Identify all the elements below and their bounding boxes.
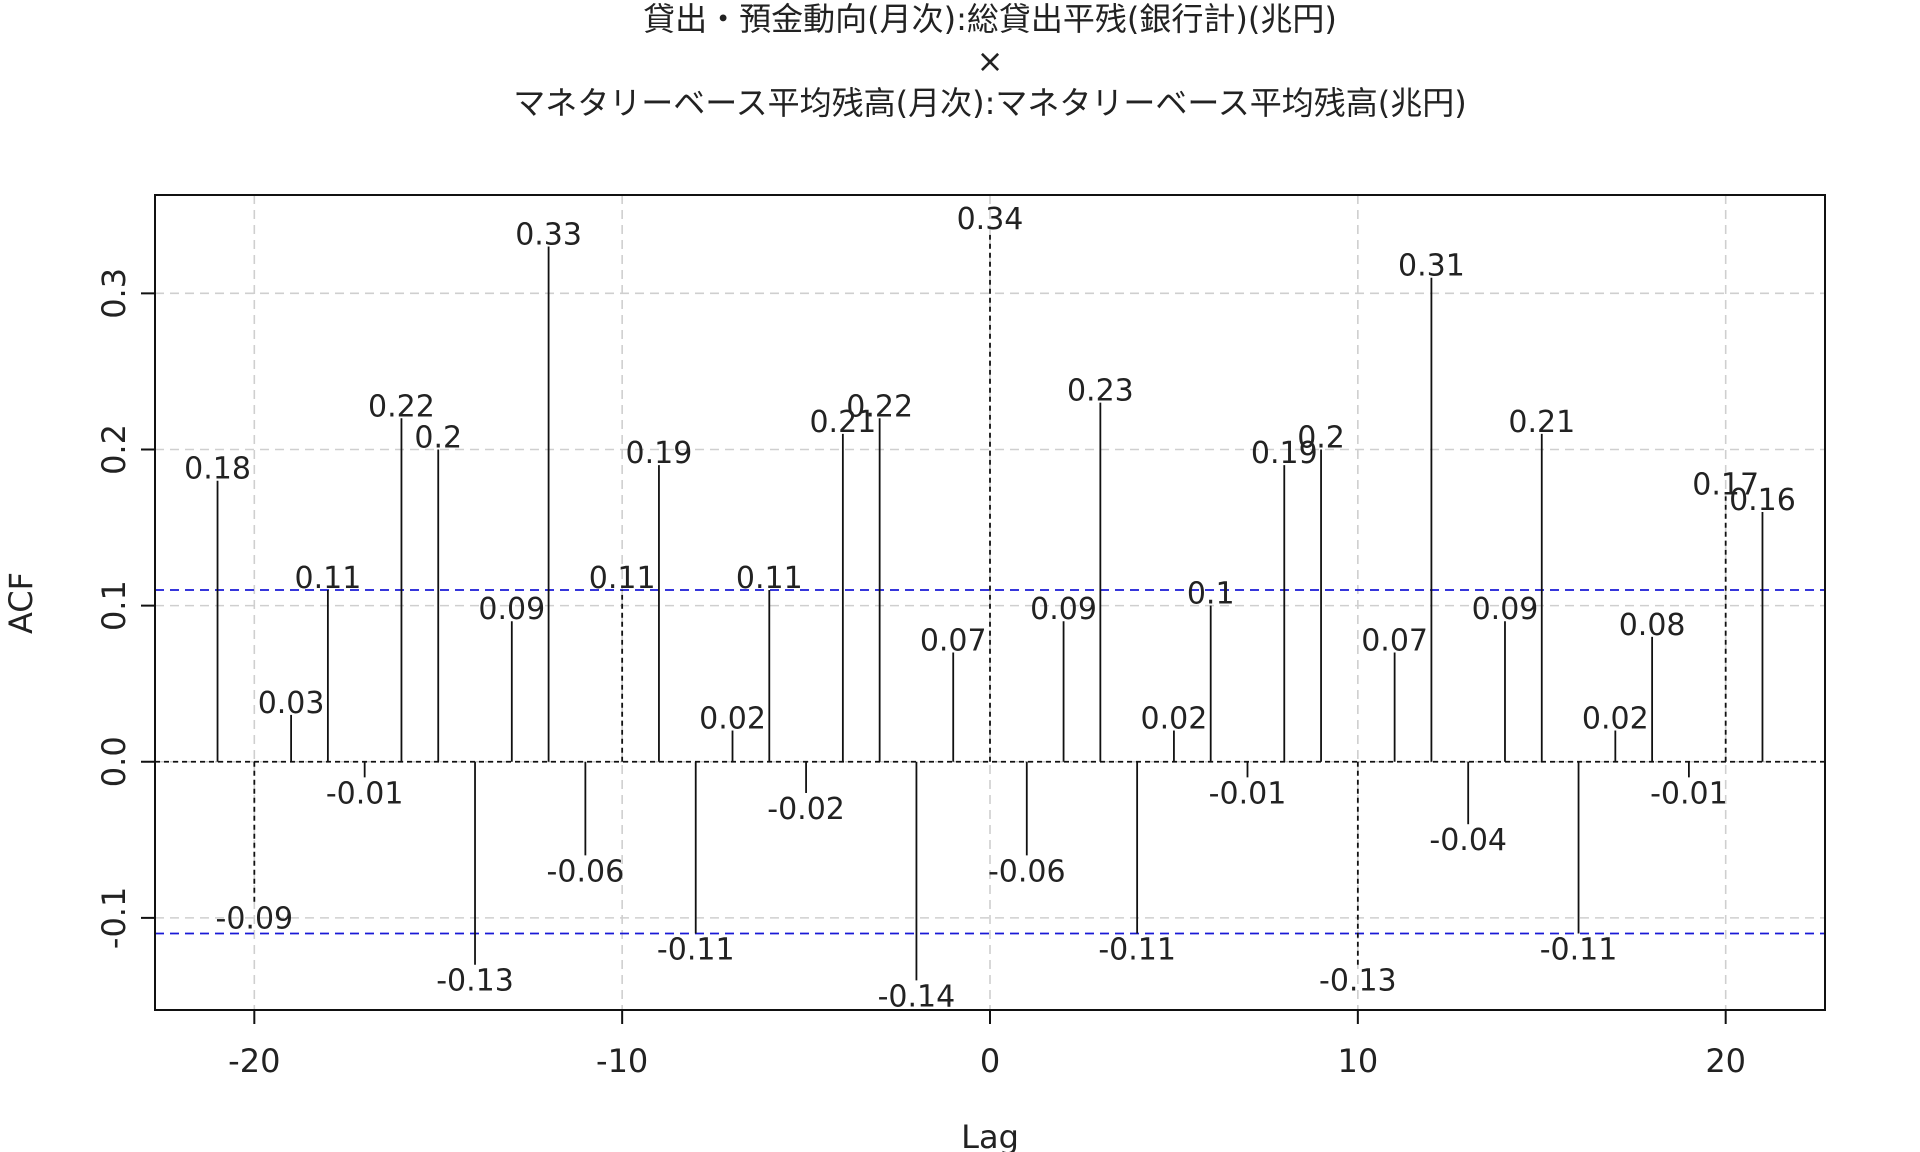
data-label: -0.01 (1209, 776, 1287, 811)
data-label: 0.33 (515, 218, 582, 253)
data-labels: 0.18-0.090.030.11-0.010.220.2-0.130.090.… (184, 202, 1796, 1014)
data-label: 0.08 (1619, 608, 1686, 643)
y-tick-label: 0.0 (95, 736, 133, 787)
y-axis-label: ACF (2, 572, 40, 634)
data-label: 0.03 (258, 686, 325, 721)
x-tick-label: 10 (1337, 1042, 1378, 1080)
data-label: 0.07 (920, 623, 987, 658)
data-label: 0.21 (809, 405, 876, 440)
confidence-bounds (155, 589, 1825, 935)
data-label: 0.11 (736, 561, 803, 596)
data-label: -0.13 (1319, 964, 1397, 999)
chart-title-line-1: 貸出・預金動向(月次):総貸出平残(銀行計)(兆円) (643, 0, 1337, 38)
data-label: 0.2 (1297, 420, 1345, 455)
data-label: -0.01 (326, 776, 404, 811)
y-tick-label: 0.1 (95, 580, 133, 631)
data-label: -0.11 (1540, 932, 1618, 967)
chart-title: 貸出・預金動向(月次):総貸出平残(銀行計)(兆円) × マネタリーベース平均残… (513, 0, 1467, 122)
data-label: 0.02 (1141, 702, 1208, 737)
chart-title-line-3: マネタリーベース平均残高(月次):マネタリーベース平均残高(兆円) (513, 84, 1467, 122)
y-tick-label: -0.1 (95, 887, 133, 949)
data-label: 0.31 (1398, 249, 1465, 284)
x-axis: -20 -10 0 10 20 (228, 1009, 1746, 1080)
y-axis: -0.1 0.0 0.1 0.2 0.3 (95, 268, 156, 949)
data-label: -0.06 (547, 854, 625, 889)
data-label: 0.19 (1251, 436, 1318, 471)
x-tick-label: 0 (980, 1042, 1000, 1080)
chart-title-line-2: × (977, 42, 1004, 80)
data-label: 0.2 (414, 420, 462, 455)
data-label: -0.04 (1429, 823, 1507, 858)
data-label: 0.07 (1361, 623, 1428, 658)
data-label: 0.22 (368, 389, 435, 424)
acf-bars (155, 230, 1825, 981)
y-tick-label: 0.3 (95, 268, 133, 319)
data-label: 0.11 (294, 561, 361, 596)
data-label: 0.21 (1508, 405, 1575, 440)
data-label: 0.02 (1582, 702, 1649, 737)
data-label: 0.09 (1030, 592, 1097, 627)
data-label: -0.09 (216, 901, 294, 936)
data-label: -0.11 (1098, 932, 1176, 967)
data-label: 0.34 (957, 202, 1024, 237)
x-tick-label: 20 (1705, 1042, 1746, 1080)
grid (155, 195, 1825, 1010)
data-label: -0.02 (767, 792, 845, 827)
data-label: -0.11 (657, 932, 735, 967)
y-tick-label: 0.2 (95, 424, 133, 475)
x-tick-label: -10 (596, 1042, 648, 1080)
data-label: 0.23 (1067, 374, 1134, 409)
data-label: 0.16 (1729, 483, 1796, 518)
data-label: -0.13 (436, 964, 514, 999)
data-label: -0.14 (878, 979, 956, 1014)
data-label: 0.09 (478, 592, 545, 627)
data-label: 0.11 (589, 561, 656, 596)
data-label: -0.01 (1650, 776, 1728, 811)
data-label: 0.18 (184, 452, 251, 487)
data-label: 0.09 (1472, 592, 1539, 627)
data-label: -0.06 (988, 854, 1066, 889)
data-label: 0.17 (1692, 467, 1759, 502)
data-label: 0.02 (699, 702, 766, 737)
x-tick-label: -20 (228, 1042, 280, 1080)
data-label: 0.1 (1187, 577, 1235, 612)
data-label: 0.22 (846, 389, 913, 424)
data-label: 0.19 (626, 436, 693, 471)
x-axis-label: Lag (961, 1118, 1019, 1152)
